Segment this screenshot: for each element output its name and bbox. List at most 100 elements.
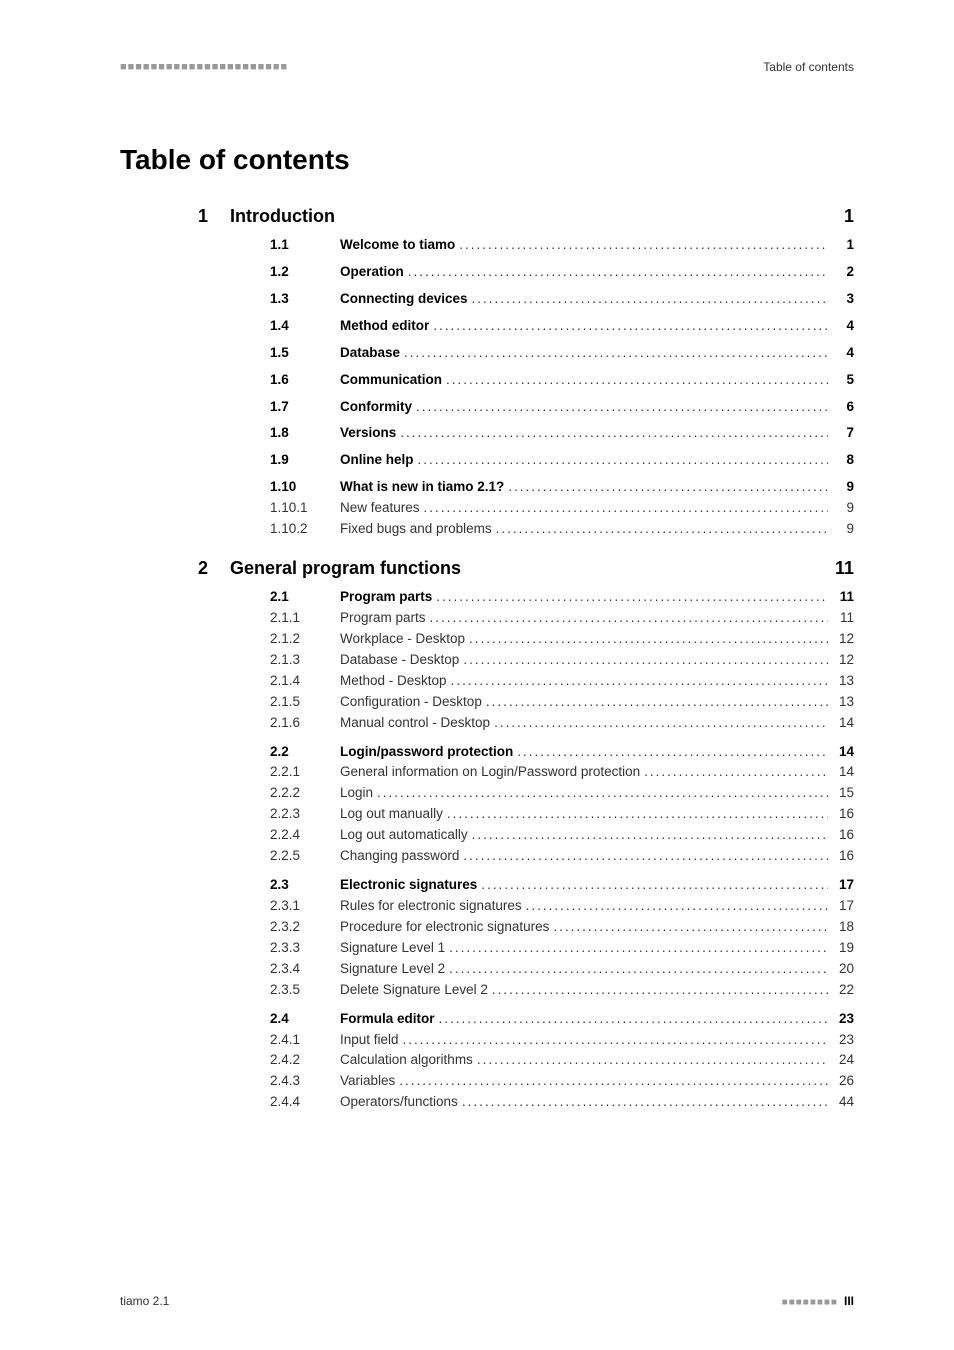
toc-row: 2.4.4Operators/functions44 xyxy=(270,1092,854,1113)
toc-label: Fixed bugs and problems xyxy=(340,519,492,540)
toc-row: 1.10What is new in tiamo 2.1?9 xyxy=(270,477,854,498)
toc-page: 14 xyxy=(828,742,854,763)
toc-page: 9 xyxy=(828,519,854,540)
toc-number: 1.2 xyxy=(270,262,340,283)
toc-page: 16 xyxy=(828,846,854,867)
toc-page: 20 xyxy=(828,959,854,980)
toc-row: 1.5Database4 xyxy=(270,343,854,364)
toc-leader-dots xyxy=(459,650,828,671)
toc-number: 1.5 xyxy=(270,343,340,364)
toc-leader-dots xyxy=(442,370,828,391)
toc-page: 13 xyxy=(828,692,854,713)
toc-leader-dots xyxy=(473,1050,828,1071)
toc-number: 2.2.5 xyxy=(270,846,340,867)
toc-number: 2.3 xyxy=(270,875,340,896)
toc-number: 1.6 xyxy=(270,370,340,391)
toc-row: 1.9Online help8 xyxy=(270,450,854,471)
toc-row: 1.10.1New features9 xyxy=(270,498,854,519)
toc-page: 5 xyxy=(828,370,854,391)
toc-number: 2.1.6 xyxy=(270,713,340,734)
toc-leader-dots xyxy=(482,692,828,713)
toc-label: Electronic signatures xyxy=(340,875,477,896)
toc-leader-dots xyxy=(399,1030,828,1051)
toc-label: Method - Desktop xyxy=(340,671,447,692)
toc-page: 22 xyxy=(828,980,854,1001)
chapter-number: 1 xyxy=(120,206,230,227)
toc-number: 2.4.4 xyxy=(270,1092,340,1113)
toc-number: 2.4.1 xyxy=(270,1030,340,1051)
chapter-title: Introduction xyxy=(230,206,824,227)
toc-leader-dots xyxy=(549,917,828,938)
toc-row: 2.1Program parts11 xyxy=(270,587,854,608)
toc-page: 17 xyxy=(828,875,854,896)
page-footer: tiamo 2.1 ■■■■■■■■ III xyxy=(120,1294,854,1308)
toc-label: Manual control - Desktop xyxy=(340,713,490,734)
toc-label: Welcome to tiamo xyxy=(340,235,455,256)
toc-leader-dots xyxy=(429,316,828,337)
toc-number: 2.3.3 xyxy=(270,938,340,959)
toc-page: 14 xyxy=(828,713,854,734)
toc-leader-dots xyxy=(445,959,828,980)
toc-number: 2.3.2 xyxy=(270,917,340,938)
chapter-row: 1Introduction1 xyxy=(120,206,854,227)
page-header: ■■■■■■■■■■■■■■■■■■■■■■ Table of contents xyxy=(120,60,854,74)
toc-number: 2.3.1 xyxy=(270,896,340,917)
toc-page: 24 xyxy=(828,1050,854,1071)
toc-number: 1.8 xyxy=(270,423,340,444)
toc-leader-dots xyxy=(465,629,828,650)
toc-page: 2 xyxy=(828,262,854,283)
toc-leader-dots xyxy=(420,498,828,519)
toc-row: 1.6Communication5 xyxy=(270,370,854,391)
gap xyxy=(270,867,854,875)
toc-row: 1.8Versions7 xyxy=(270,423,854,444)
toc-label: What is new in tiamo 2.1? xyxy=(340,477,504,498)
toc-label: Input field xyxy=(340,1030,399,1051)
toc-label: Signature Level 1 xyxy=(340,938,445,959)
toc-row: 2.4.1Input field23 xyxy=(270,1030,854,1051)
toc-page: 11 xyxy=(828,587,854,608)
toc-label: Conformity xyxy=(340,397,412,418)
toc-label: General information on Login/Password pr… xyxy=(340,762,640,783)
toc-row: 2.2.4Log out automatically16 xyxy=(270,825,854,846)
toc-leader-dots xyxy=(468,825,828,846)
header-left-marks: ■■■■■■■■■■■■■■■■■■■■■■ xyxy=(120,61,288,73)
toc-row: 2.4Formula editor23 xyxy=(270,1009,854,1030)
chapter-page: 1 xyxy=(824,206,854,227)
toc-number: 1.9 xyxy=(270,450,340,471)
toc-row: 2.3.3Signature Level 119 xyxy=(270,938,854,959)
header-right-text: Table of contents xyxy=(763,60,854,74)
toc-leader-dots xyxy=(400,343,828,364)
toc-label: Log out automatically xyxy=(340,825,468,846)
toc-page: 16 xyxy=(828,804,854,825)
toc-leader-dots xyxy=(522,896,828,917)
toc-leader-dots xyxy=(414,450,828,471)
toc-label: Configuration - Desktop xyxy=(340,692,482,713)
toc-number: 1.1 xyxy=(270,235,340,256)
toc-section-container: 2.1Program parts112.1.1Program parts 11 2.… xyxy=(270,587,854,1113)
toc-leader-dots xyxy=(445,938,828,959)
toc-row: 2.1.3Database - Desktop12 xyxy=(270,650,854,671)
toc-number: 2.1.4 xyxy=(270,671,340,692)
toc-number: 2.2.4 xyxy=(270,825,340,846)
gap xyxy=(270,1001,854,1009)
footer-dots: ■■■■■■■■ xyxy=(782,1297,838,1308)
toc-number: 2.1.2 xyxy=(270,629,340,650)
toc-leader-dots xyxy=(459,846,828,867)
toc-number: 1.10.1 xyxy=(270,498,340,519)
toc-leader-dots xyxy=(640,762,828,783)
toc-number: 2.1.5 xyxy=(270,692,340,713)
toc-number: 2.4.3 xyxy=(270,1071,340,1092)
toc-label: Login/password protection xyxy=(340,742,513,763)
chapter-number: 2 xyxy=(120,558,230,579)
toc-page: 14 xyxy=(828,762,854,783)
toc-leader-dots xyxy=(443,804,828,825)
toc-row: 2.4.2Calculation algorithms24 xyxy=(270,1050,854,1071)
toc-number: 2.1.1 xyxy=(270,608,340,629)
toc-row: 2.2.3Log out manually16 xyxy=(270,804,854,825)
toc-label: Program parts xyxy=(340,608,426,629)
toc-number: 2.1 xyxy=(270,587,340,608)
toc-label: Database - Desktop xyxy=(340,650,459,671)
toc-number: 2.2.2 xyxy=(270,783,340,804)
toc-label: Changing password xyxy=(340,846,459,867)
toc-page: 9 xyxy=(828,477,854,498)
